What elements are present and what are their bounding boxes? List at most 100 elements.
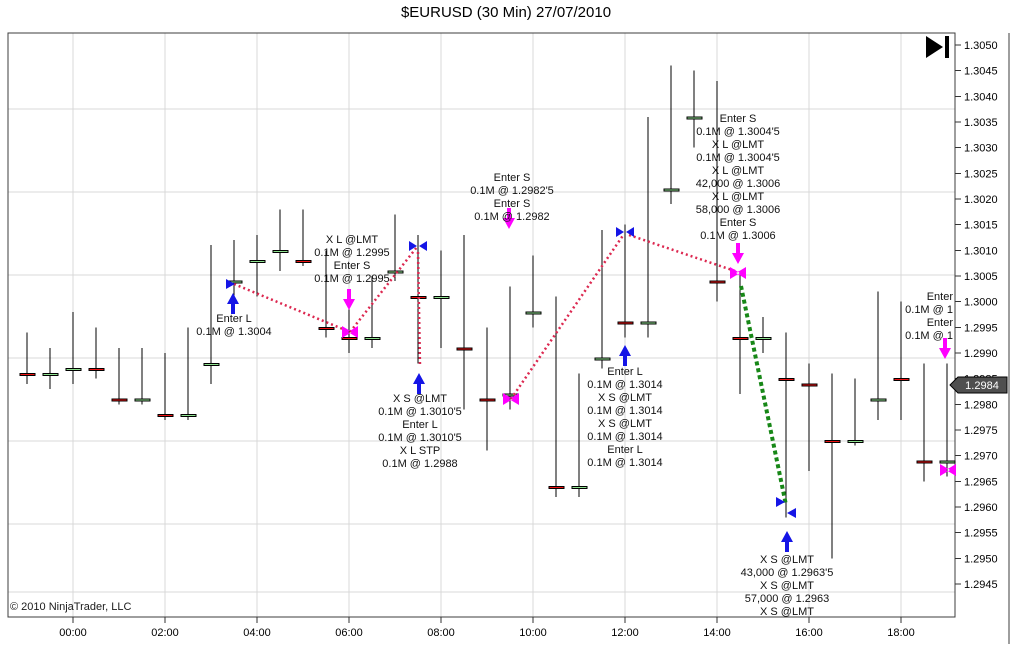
trade-annotation-line: X S @LMT [760, 580, 814, 592]
candle-body [755, 337, 772, 340]
trade-annotation-line: 0.1M @ 1.3004'5 [696, 126, 780, 138]
y-axis-label: 1.3010 [964, 246, 998, 258]
candle-body [88, 368, 105, 371]
trade-annotation-line: Enter S [494, 172, 531, 184]
trade-annotation-line: Enter S [494, 198, 531, 210]
candle-body [732, 337, 749, 340]
trade-annotation-line: 0.1M @ 1 [905, 330, 953, 342]
arrow-down-marker-icon [343, 289, 355, 310]
trade-annotation-line: X L @LMT [712, 165, 765, 177]
trade-annotation-line: 0.1M @ 1.2982 [474, 211, 549, 223]
play-triangle-icon [926, 36, 943, 58]
trade-line [509, 233, 626, 400]
trade-annotation-line: 0.1M @ 1.2995 [314, 247, 389, 259]
trade-line [416, 251, 422, 367]
price-tag-shape [949, 376, 1008, 394]
trade-annotation-line: 43,000 @ 1.2963'5 [741, 567, 834, 579]
bowtie-marker-icon [342, 326, 358, 338]
candle-body [157, 414, 174, 417]
arrow-up-marker-icon [227, 293, 239, 314]
trade-annotation-line: 0.1M @ 1.2995 [314, 273, 389, 285]
play-bar-icon [945, 36, 949, 58]
go-to-last-bar-icon[interactable] [925, 35, 953, 59]
trade-annotation-line: X L @LMT [712, 139, 765, 151]
candle-body [709, 280, 726, 284]
y-axis-label: 1.3000 [964, 297, 998, 309]
x-axis-label: 10:00 [519, 627, 547, 639]
trade-annotation-line: 0.1M @ 1.2988 [382, 458, 457, 470]
trade-annotation-line: 0.1M @ 1.3004'5 [696, 152, 780, 164]
trade-annotation-line: 0.1M @ 1.3014 [587, 457, 662, 469]
x-axis-label: 00:00 [59, 627, 87, 639]
candle-body [847, 440, 864, 443]
arrow-left-marker-icon [787, 508, 796, 518]
candle-body [456, 347, 473, 351]
candle-body [203, 363, 220, 366]
candle-body [870, 398, 887, 402]
candle-body [433, 296, 450, 299]
trade-annotation-line: 57,000 @ 1.2963 [745, 593, 830, 605]
pair-marker-icon [409, 241, 427, 251]
candle-body [272, 250, 289, 253]
y-axis-label: 1.2980 [964, 400, 998, 412]
trade-annotation-line: X L @LMT [326, 234, 379, 246]
arrow-right-marker-icon [776, 497, 785, 507]
trade-annotation-line: X S @LMT [393, 393, 447, 405]
trade-annotation-line: 0.1M @ 1.3010'5 [378, 406, 462, 418]
trade-annotation-line: Enter S [720, 217, 757, 229]
candle-body [640, 321, 657, 325]
candle-body [548, 486, 565, 489]
candle-body [65, 368, 82, 371]
trade-annotation-line: Enter [927, 317, 954, 329]
candle-body [801, 383, 818, 387]
trade-annotation-line: X S @LMT [760, 554, 814, 566]
x-axis-label: 18:00 [887, 627, 915, 639]
trade-annotation-line: Enter S [334, 260, 371, 272]
y-axis-label: 1.3045 [964, 66, 998, 78]
x-axis-label: 02:00 [151, 627, 179, 639]
candle-body [479, 398, 496, 402]
trade-line [739, 285, 788, 506]
bowtie-marker-icon [730, 267, 746, 279]
candle-body [939, 460, 956, 464]
trade-annotation-line: Enter [927, 291, 954, 303]
chart-title: $EURUSD (30 Min) 27/07/2010 [400, 4, 612, 21]
trade-annotation-line: 0.1M @ 1.3006 [700, 230, 775, 242]
candle-body [617, 321, 634, 325]
candle-body [916, 460, 933, 464]
arrow-up-marker-icon [619, 345, 631, 366]
trade-annotation-line: Enter L [216, 313, 251, 325]
bowtie-marker-icon [503, 393, 519, 405]
y-axis-label: 1.3020 [964, 194, 998, 206]
pair-marker-icon [616, 227, 634, 237]
trade-line [349, 246, 418, 333]
candle-body [387, 270, 404, 274]
trade-annotation-line: 0.1M @ 1.3004 [196, 326, 271, 338]
arrow-down-marker-icon [732, 243, 744, 264]
y-axis-label: 1.2955 [964, 528, 998, 540]
trade-annotation-line: 0.1M @ 1 [905, 304, 953, 316]
x-axis-label: 04:00 [243, 627, 271, 639]
y-axis-label: 1.3030 [964, 143, 998, 155]
trade-annotation-line: X S @LMT [598, 418, 652, 430]
trade-annotation-line: 0.1M @ 1.2982'5 [470, 185, 554, 197]
candle-body [663, 188, 680, 192]
current-price-tag: 1.2984 [949, 376, 1008, 394]
trade-annotation-line: Enter L [402, 419, 437, 431]
trade-annotation-line: 42,000 @ 1.3006 [696, 178, 781, 190]
trade-annotation-line: Enter L [607, 444, 642, 456]
y-axis-label: 1.2990 [964, 348, 998, 360]
candle-body [134, 398, 151, 402]
x-axis-label: 14:00 [703, 627, 731, 639]
y-axis-label: 1.3050 [964, 40, 998, 52]
x-axis-label: 06:00 [335, 627, 363, 639]
y-axis-label: 1.3040 [964, 92, 998, 104]
trade-annotation-line: 58,000 @ 1.3006 [696, 204, 781, 216]
trade-line [233, 282, 351, 334]
candle-body [180, 414, 197, 417]
candle-body [364, 337, 381, 340]
arrow-right-marker-icon [226, 279, 235, 289]
y-axis-label: 1.2960 [964, 502, 998, 514]
candle-body [571, 486, 588, 489]
